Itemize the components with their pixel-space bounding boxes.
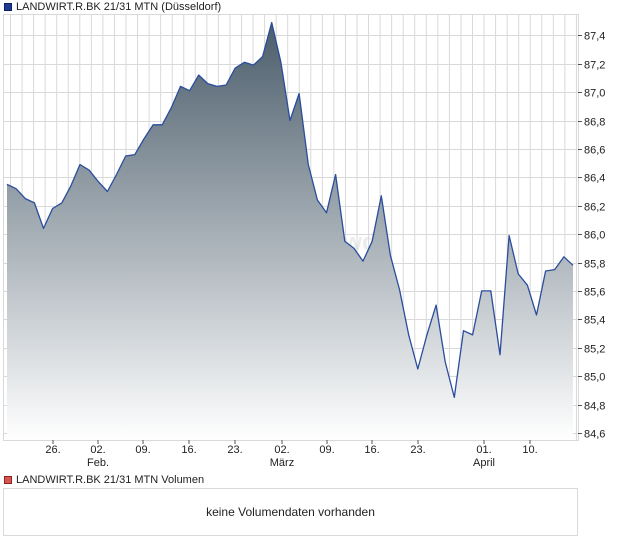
y-tick-label: 85,2 (584, 344, 605, 356)
x-tick-label: 09. (135, 444, 150, 456)
x-tick-label: 09. (319, 444, 334, 456)
x-tick-label: 23. (227, 444, 242, 456)
x-tick-label: 16. (364, 444, 379, 456)
price-legend-label: LANDWIRT.R.BK 21/31 MTN (Düsseldorf) (16, 1, 222, 13)
x-month-label: April (473, 457, 495, 469)
price-line (6, 21, 574, 399)
x-tick-label: 10. (522, 444, 537, 456)
x-tick-label: 02. (90, 444, 105, 456)
price-legend: LANDWIRT.R.BK 21/31 MTN (Düsseldorf) (4, 0, 221, 14)
y-tick-label: 87,0 (584, 88, 605, 100)
price-area (7, 22, 573, 440)
y-tick-label: 85,8 (584, 259, 605, 271)
y-tick-label: 87,2 (584, 60, 605, 72)
volume-message: keine Volumendaten vorhanden (206, 505, 375, 519)
price-legend-swatch (4, 3, 12, 11)
y-tick-label: 86,2 (584, 202, 605, 214)
price-chart: 84,6 84,8 85,0 85,2 85,4 85,6 85,8 86,0 86,2 86,4… (3, 14, 605, 469)
volume-panel: keine Volumendaten vorhanden (3, 488, 578, 536)
x-tick-label: 02. (274, 444, 289, 456)
y-tick-label: 84,8 (584, 401, 605, 413)
x-tick-label: 23. (410, 444, 425, 456)
volume-legend-swatch (4, 476, 12, 484)
x-tick-label: 16. (181, 444, 196, 456)
y-tick-label: 86,4 (584, 173, 605, 185)
x-tick-label: 01. (476, 444, 491, 456)
x-month-label: März (270, 457, 294, 469)
volume-legend-label: LANDWIRT.R.BK 21/31 MTN Volumen (16, 474, 205, 486)
y-tick-label: 84,6 (584, 429, 605, 441)
y-tick-label: 85,0 (584, 372, 605, 384)
volume-legend: LANDWIRT.R.BK 21/31 MTN Volumen (4, 473, 204, 487)
x-month-label: Feb. (87, 457, 109, 469)
x-tick-label: 26. (45, 444, 60, 456)
y-tick-label: 85,6 (584, 287, 605, 299)
y-tick-label: 86,6 (584, 145, 605, 157)
y-tick-label: 87,4 (584, 31, 605, 43)
y-tick-label: 85,4 (584, 315, 605, 327)
y-tick-label: 86,8 (584, 117, 605, 129)
y-tick-label: 86,0 (584, 230, 605, 242)
